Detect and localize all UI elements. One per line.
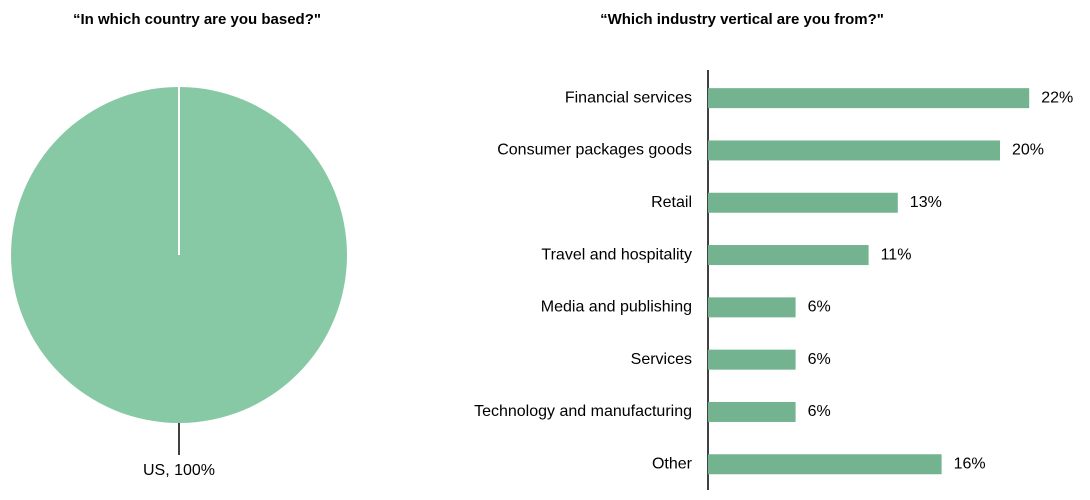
category-label: Other [652, 455, 693, 472]
bar [708, 454, 942, 475]
bar [708, 192, 898, 213]
category-label: Travel and hospitality [541, 246, 692, 263]
category-label: Financial services [565, 89, 692, 106]
bar [708, 297, 796, 318]
bar-title: “Which industry vertical are you from?" [600, 11, 884, 28]
bar [708, 349, 796, 370]
value-label: 13% [910, 194, 942, 211]
category-label: Services [631, 351, 692, 368]
value-label: 6% [808, 403, 831, 420]
category-label: Consumer packages goods [497, 142, 692, 159]
bar [708, 401, 796, 422]
value-label: 11% [881, 246, 912, 263]
value-label: 6% [808, 351, 831, 368]
value-label: 6% [808, 299, 831, 316]
category-label: Media and publishing [541, 299, 692, 316]
bar [708, 140, 1000, 161]
bar [708, 88, 1030, 109]
category-label: Technology and manufacturing [474, 403, 692, 420]
value-label: 16% [954, 455, 986, 472]
value-label: 20% [1012, 142, 1044, 159]
bar [708, 245, 869, 266]
category-label: Retail [651, 194, 692, 211]
pie-title: “In which country are you based?" [73, 11, 321, 28]
value-label: 22% [1041, 89, 1073, 106]
slice-label: US, 100% [143, 462, 215, 479]
